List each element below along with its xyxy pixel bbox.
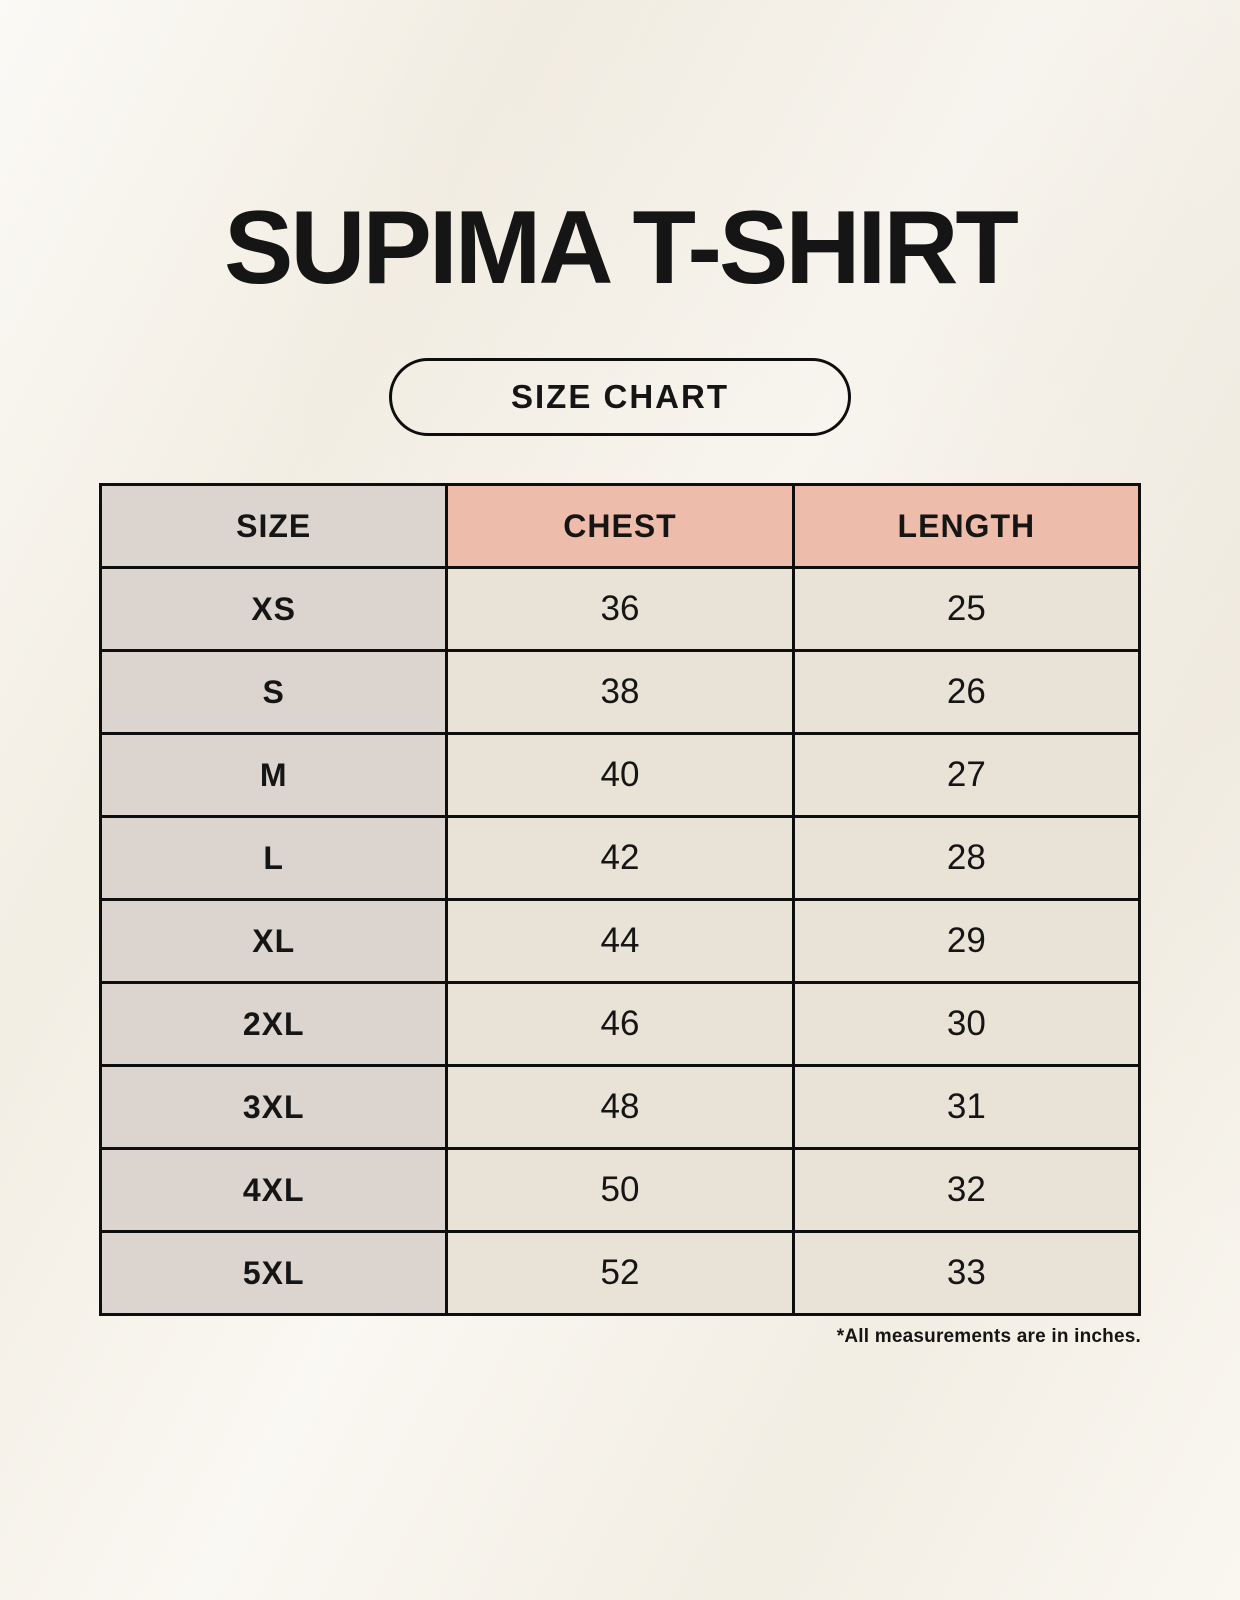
- size-cell: S: [98, 649, 449, 736]
- size-cell: XL: [98, 898, 449, 985]
- size-cell: L: [98, 815, 449, 902]
- length-cell: 26: [791, 649, 1142, 736]
- size-chart-page: SUPIMA T-SHIRT SIZE CHART SIZE CHEST LEN…: [98, 190, 1142, 1348]
- length-cell: 30: [791, 981, 1142, 1068]
- chest-cell: 36: [445, 566, 795, 653]
- table-row: S 38 26: [98, 649, 1142, 736]
- column-header-length: LENGTH: [791, 483, 1142, 570]
- chest-cell: 50: [445, 1147, 795, 1234]
- size-cell: 2XL: [98, 981, 449, 1068]
- size-cell: 3XL: [98, 1064, 449, 1151]
- length-cell: 25: [791, 566, 1142, 653]
- table-row: M 40 27: [98, 732, 1142, 819]
- table-row: L 42 28: [98, 815, 1142, 902]
- chest-cell: 48: [445, 1064, 795, 1151]
- length-cell: 33: [791, 1230, 1142, 1317]
- size-chart-button[interactable]: SIZE CHART: [389, 358, 851, 437]
- size-cell: M: [98, 732, 449, 819]
- table-row: 2XL 46 30: [98, 981, 1142, 1068]
- length-cell: 31: [791, 1064, 1142, 1151]
- size-table: SIZE CHEST LENGTH XS 36 25 S 38 26 M 40 27 L 42 28 X…: [98, 483, 1142, 1317]
- page-title: SUPIMA T-SHIRT: [224, 190, 1019, 306]
- size-cell: 4XL: [98, 1147, 449, 1234]
- length-cell: 29: [791, 898, 1142, 985]
- table-row: 3XL 48 31: [98, 1064, 1142, 1151]
- size-cell: XS: [98, 566, 449, 653]
- chest-cell: 40: [445, 732, 795, 819]
- chest-cell: 46: [445, 981, 795, 1068]
- size-chart-button-label: SIZE CHART: [511, 378, 729, 416]
- length-cell: 28: [791, 815, 1142, 902]
- table-row: XL 44 29: [98, 898, 1142, 985]
- chest-cell: 44: [445, 898, 795, 985]
- table-row: 5XL 52 33: [98, 1230, 1142, 1317]
- table-row: XS 36 25: [98, 566, 1142, 653]
- chest-cell: 38: [445, 649, 795, 736]
- table-header-row: SIZE CHEST LENGTH: [98, 483, 1142, 570]
- size-table-body: XS 36 25 S 38 26 M 40 27 L 42 28 XL 44 29 2XL 46 30 3XL 48 3…: [98, 566, 1142, 1317]
- length-cell: 27: [791, 732, 1142, 819]
- size-cell: 5XL: [98, 1230, 449, 1317]
- column-header-chest: CHEST: [445, 483, 795, 570]
- table-row: 4XL 50 32: [98, 1147, 1142, 1234]
- chest-cell: 52: [445, 1230, 795, 1317]
- column-header-size: SIZE: [98, 483, 449, 570]
- chest-cell: 42: [445, 815, 795, 902]
- length-cell: 32: [791, 1147, 1142, 1234]
- measurements-footnote: *All measurements are in inches.: [836, 1326, 1141, 1348]
